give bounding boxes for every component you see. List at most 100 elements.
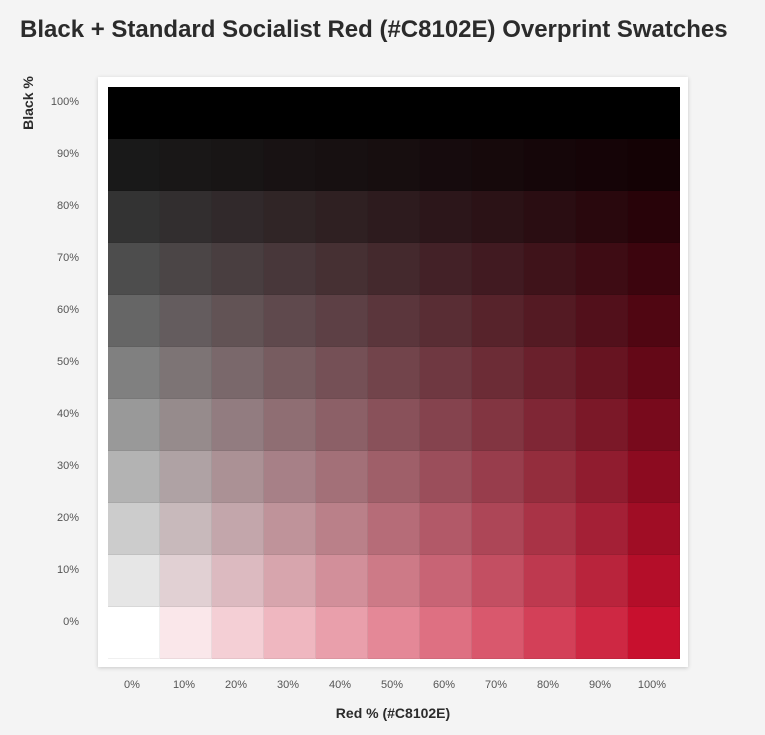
swatch-cell (108, 295, 160, 347)
x-tick-label: 100% (637, 679, 667, 691)
swatch-cell (316, 399, 368, 451)
swatch-cell (108, 451, 160, 503)
swatch-cell (524, 607, 576, 659)
swatch-cell (264, 347, 316, 399)
swatch-cell (160, 607, 212, 659)
swatch-cell (212, 191, 264, 243)
swatch-cell (160, 399, 212, 451)
swatch-cell (160, 451, 212, 503)
swatch-cell (524, 243, 576, 295)
x-axis-label: Red % (#C8102E) (335, 705, 451, 721)
swatch-cell (472, 191, 524, 243)
swatch-cell (472, 87, 524, 139)
swatch-cell (472, 555, 524, 607)
swatch-cell (316, 243, 368, 295)
swatch-cell (108, 347, 160, 399)
swatch-cell (420, 295, 472, 347)
y-tick-label: 40% (56, 408, 79, 420)
swatch-cell (472, 607, 524, 659)
swatch-cell (212, 555, 264, 607)
swatch-cell (368, 607, 420, 659)
swatch-cell (316, 451, 368, 503)
swatch-cell (524, 347, 576, 399)
swatch-cell (108, 555, 160, 607)
swatch-cell (368, 243, 420, 295)
swatch-cell (160, 503, 212, 555)
swatch-cell (108, 139, 160, 191)
swatch-cell (628, 451, 680, 503)
swatch-cell (264, 139, 316, 191)
y-tick-label: 20% (56, 512, 79, 524)
swatch-cell (524, 555, 576, 607)
swatch-cell (212, 347, 264, 399)
swatch-cell (628, 243, 680, 295)
swatch-cell (472, 347, 524, 399)
swatch-cell (576, 347, 628, 399)
swatch-cell (524, 87, 576, 139)
swatch-cell (212, 451, 264, 503)
swatch-cell (212, 243, 264, 295)
y-tick-label: 10% (56, 564, 79, 576)
chart-title: Black + Standard Socialist Red (#C8102E)… (20, 16, 728, 43)
swatch-cell (472, 243, 524, 295)
swatch-cell (316, 607, 368, 659)
swatch-cell (368, 451, 420, 503)
swatch-cell (108, 243, 160, 295)
swatch-cell (160, 139, 212, 191)
swatch-cell (576, 295, 628, 347)
swatch-cell (524, 191, 576, 243)
swatch-grid (108, 87, 680, 659)
swatch-cell (420, 399, 472, 451)
swatch-cell (212, 503, 264, 555)
y-tick-label: 100% (50, 96, 79, 108)
swatch-cell (420, 555, 472, 607)
swatch-cell (160, 87, 212, 139)
swatch-cell (576, 399, 628, 451)
swatch-cell (368, 139, 420, 191)
y-tick-label: 90% (56, 148, 79, 160)
swatch-cell (576, 503, 628, 555)
y-tick-label: 70% (56, 252, 79, 264)
swatch-cell (472, 399, 524, 451)
swatch-cell (420, 347, 472, 399)
swatch-cell (628, 555, 680, 607)
swatch-cell (628, 139, 680, 191)
swatch-cell (628, 607, 680, 659)
swatch-cell (212, 607, 264, 659)
swatch-cell (628, 399, 680, 451)
swatch-cell (264, 607, 316, 659)
x-tick-label: 0% (124, 679, 140, 691)
swatch-cell (264, 451, 316, 503)
swatch-cell (368, 191, 420, 243)
swatch-cell (316, 555, 368, 607)
swatch-cell (368, 555, 420, 607)
x-tick-label: 10% (172, 679, 196, 691)
swatch-cell (420, 451, 472, 503)
swatch-cell (160, 191, 212, 243)
x-tick-label: 90% (588, 679, 612, 691)
swatch-cell (420, 503, 472, 555)
swatch-cell (264, 555, 316, 607)
x-tick-label: 40% (328, 679, 352, 691)
swatch-cell (368, 347, 420, 399)
swatch-cell (576, 607, 628, 659)
y-tick-label: 60% (56, 304, 79, 316)
swatch-cell (524, 399, 576, 451)
swatch-cell (264, 191, 316, 243)
swatch-cell (524, 295, 576, 347)
swatch-cell (472, 139, 524, 191)
swatch-cell (316, 503, 368, 555)
swatch-cell (628, 347, 680, 399)
swatch-cell (576, 451, 628, 503)
swatch-cell (108, 607, 160, 659)
swatch-cell (212, 295, 264, 347)
swatch-cell (628, 191, 680, 243)
swatch-cell (264, 399, 316, 451)
y-tick-label: 50% (56, 356, 79, 368)
swatch-cell (316, 295, 368, 347)
swatch-cell (368, 87, 420, 139)
swatch-cell (524, 503, 576, 555)
y-tick-label: 30% (56, 460, 79, 472)
swatch-cell (368, 503, 420, 555)
swatch-cell (628, 503, 680, 555)
